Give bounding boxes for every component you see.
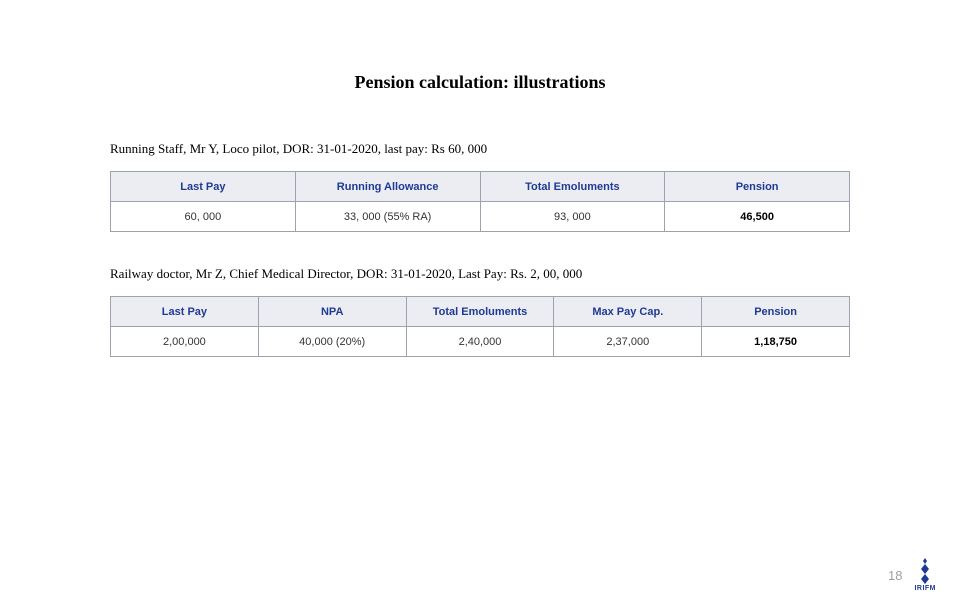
logo: IRIFM	[914, 558, 936, 592]
table-cell: 60, 000	[111, 202, 296, 232]
col-header: Last Pay	[111, 172, 296, 202]
table-cell: 2,37,000	[554, 327, 702, 357]
table-row: 60, 000 33, 000 (55% RA) 93, 000 46,500	[111, 202, 850, 232]
page-number: 18	[888, 568, 902, 583]
example2-caption: Railway doctor, Mr Z, Chief Medical Dire…	[110, 266, 850, 282]
table-cell: 46,500	[665, 202, 850, 232]
example1-caption: Running Staff, Mr Y, Loco pilot, DOR: 31…	[110, 141, 850, 157]
col-header: NPA	[258, 297, 406, 327]
col-header: Running Allowance	[295, 172, 480, 202]
content-area: Running Staff, Mr Y, Loco pilot, DOR: 31…	[0, 141, 960, 357]
table-cell: 40,000 (20%)	[258, 327, 406, 357]
table-cell: 1,18,750	[702, 327, 850, 357]
table-cell: 33, 000 (55% RA)	[295, 202, 480, 232]
col-header: Pension	[702, 297, 850, 327]
col-header: Total Emoluments	[480, 172, 665, 202]
table-row: 2,00,000 40,000 (20%) 2,40,000 2,37,000 …	[111, 327, 850, 357]
col-header: Total Emoluments	[406, 297, 554, 327]
logo-icon	[916, 558, 934, 584]
col-header: Last Pay	[111, 297, 259, 327]
page-title: Pension calculation: illustrations	[0, 72, 960, 93]
example1-table: Last Pay Running Allowance Total Emolume…	[110, 171, 850, 232]
example2-table: Last Pay NPA Total Emoluments Max Pay Ca…	[110, 296, 850, 357]
logo-text: IRIFM	[914, 585, 936, 592]
table-cell: 2,40,000	[406, 327, 554, 357]
table-row: Last Pay Running Allowance Total Emolume…	[111, 172, 850, 202]
table-cell: 93, 000	[480, 202, 665, 232]
col-header: Pension	[665, 172, 850, 202]
table-row: Last Pay NPA Total Emoluments Max Pay Ca…	[111, 297, 850, 327]
footer: 18 IRIFM	[888, 558, 936, 592]
table-cell: 2,00,000	[111, 327, 259, 357]
col-header: Max Pay Cap.	[554, 297, 702, 327]
